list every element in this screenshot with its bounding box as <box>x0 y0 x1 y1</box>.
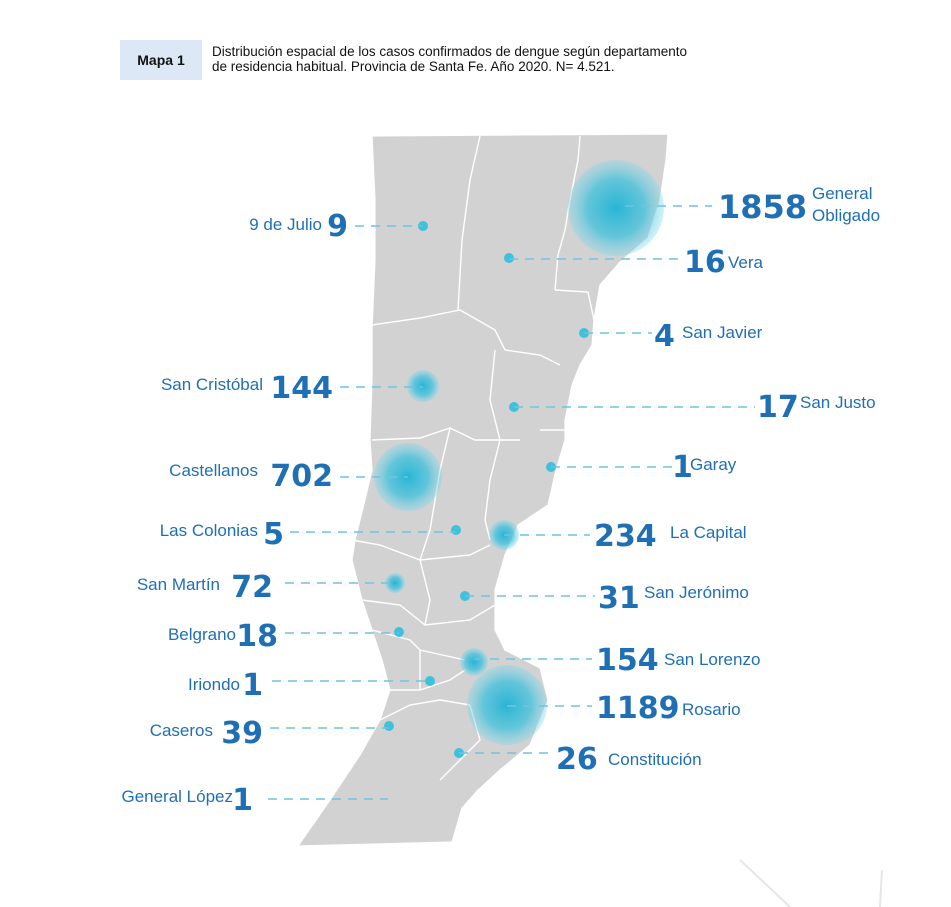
value-san-javier: 4 <box>654 319 675 354</box>
label-rosario: Rosario <box>682 700 741 719</box>
bubble-belgrano <box>394 627 404 637</box>
leader-lines <box>268 205 755 800</box>
value-rosario: 1189 <box>596 691 680 726</box>
label-vera: Vera <box>728 253 764 272</box>
value-9-de-julio: 9 <box>327 209 348 244</box>
label-caseros: Caseros <box>150 721 213 740</box>
label-la-capital: La Capital <box>670 523 747 542</box>
label-san-justo: San Justo <box>800 393 876 412</box>
decorative-strokes <box>739 859 883 907</box>
label-san-martin: San Martín <box>137 575 220 594</box>
value-la-capital: 234 <box>594 519 657 554</box>
value-san-justo: 17 <box>757 390 799 425</box>
department-borders <box>351 135 595 781</box>
label-las-colonias: Las Colonias <box>160 521 258 540</box>
value-iriondo: 1 <box>242 668 263 703</box>
value-san-jeronimo: 31 <box>598 581 640 616</box>
label-9-de-julio: 9 de Julio <box>249 215 322 234</box>
map-title-line2: de residencia habitual. Provincia de San… <box>212 59 615 74</box>
value-caseros: 39 <box>221 716 263 751</box>
bubble-san-lorenzo <box>460 648 488 676</box>
map-title: Distribución espacial de los casos confi… <box>212 40 832 74</box>
value-belgrano: 18 <box>236 619 278 654</box>
label-general-lopez: General López <box>121 787 233 806</box>
map-header: Mapa 1 Distribución espacial de los caso… <box>120 40 832 80</box>
value-san-cristobal: 144 <box>270 371 333 406</box>
value-vera: 16 <box>684 245 726 280</box>
label-san-jeronimo: San Jerónimo <box>644 583 749 602</box>
label-san-cristobal: San Cristóbal <box>161 375 263 394</box>
label-belgrano: Belgrano <box>168 625 236 644</box>
value-las-colonias: 5 <box>263 517 284 552</box>
label-san-lorenzo: San Lorenzo <box>664 650 760 669</box>
value-san-lorenzo: 154 <box>596 643 659 678</box>
bubble-vera <box>504 253 514 263</box>
map-badge: Mapa 1 <box>120 40 202 80</box>
label-castellanos: Castellanos <box>169 461 258 480</box>
value-constitucion: 26 <box>556 742 598 777</box>
bubble-iriondo <box>425 676 435 686</box>
label-iriondo: Iriondo <box>188 675 240 694</box>
bubble-las-colonias <box>451 525 461 535</box>
bubble-rosario <box>467 665 547 745</box>
value-general-obligado: 1858 <box>718 188 807 226</box>
bubble-san-martin <box>385 573 405 593</box>
province-shape <box>296 133 669 847</box>
bubble-caseros <box>384 721 394 731</box>
value-san-martin: 72 <box>231 570 273 605</box>
label-general-obligado-line1: General <box>812 184 872 203</box>
bubble-general-obligado <box>568 160 664 256</box>
label-general-obligado-line2: Obligado <box>812 206 880 225</box>
label-constitucion: Constitución <box>608 750 702 769</box>
bubble-san-cristobal <box>407 370 439 402</box>
value-general-lopez: 1 <box>232 783 253 818</box>
label-san-javier: San Javier <box>682 323 763 342</box>
label-garay: Garay <box>690 455 737 474</box>
value-garay: 1 <box>672 450 693 485</box>
map-title-line1: Distribución espacial de los casos confi… <box>212 44 688 59</box>
value-castellanos: 702 <box>270 459 333 494</box>
